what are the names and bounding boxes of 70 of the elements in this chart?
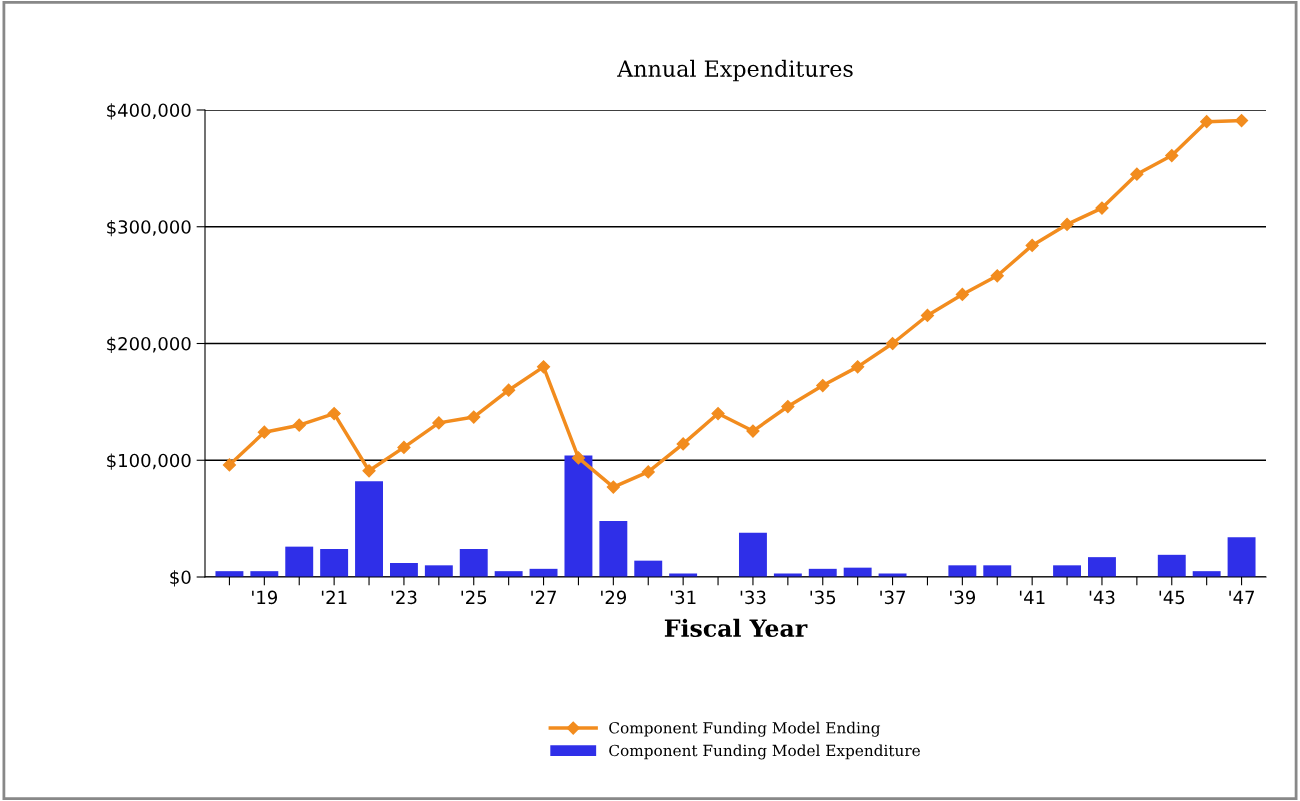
x-tick-label: '41 xyxy=(1019,590,1045,604)
point xyxy=(990,269,1004,283)
point xyxy=(746,424,760,438)
x-tick-label: '23 xyxy=(391,590,417,605)
bar xyxy=(599,520,628,577)
bar xyxy=(564,455,593,577)
point xyxy=(362,464,376,478)
bar xyxy=(1157,554,1186,577)
y-tick-label: $100,000 xyxy=(107,453,191,470)
point xyxy=(711,406,725,421)
point xyxy=(327,406,341,421)
bar xyxy=(634,560,663,577)
point xyxy=(432,416,446,430)
point xyxy=(222,458,237,472)
x-tick-label: '35 xyxy=(810,590,836,605)
point xyxy=(606,480,620,494)
x-axis-title: Fiscal Year xyxy=(664,618,808,638)
x-tick-label: '43 xyxy=(1089,590,1115,605)
point xyxy=(851,360,865,374)
bar xyxy=(1088,557,1116,577)
chart-title: Annual Expenditures xyxy=(617,59,853,82)
x-tick-label: '31 xyxy=(670,590,696,605)
x-tick-label: '25 xyxy=(461,590,487,605)
x-tick-label: '27 xyxy=(531,590,556,604)
x-tick-label: '37 xyxy=(880,590,905,605)
bar xyxy=(424,565,453,577)
x-tick-label: '19 xyxy=(252,590,278,605)
point xyxy=(1095,201,1109,215)
point xyxy=(1200,115,1214,129)
x-tick-label: '21 xyxy=(321,590,347,604)
point xyxy=(502,383,516,397)
point xyxy=(571,451,586,465)
x-tick-label: '29 xyxy=(601,590,627,605)
point xyxy=(536,360,551,374)
point xyxy=(1234,113,1249,128)
legend-label: Component Funding Model Expenditure xyxy=(609,744,920,760)
point xyxy=(641,465,655,479)
bar xyxy=(389,562,418,577)
point xyxy=(781,399,795,414)
bar xyxy=(983,565,1012,577)
bar xyxy=(1053,565,1082,577)
point xyxy=(1060,217,1074,232)
point xyxy=(885,336,900,351)
point xyxy=(467,410,481,424)
x-tick-label: '39 xyxy=(950,590,976,605)
point xyxy=(1165,148,1179,163)
point xyxy=(1130,167,1144,181)
point xyxy=(1025,238,1039,253)
bar xyxy=(459,548,488,577)
point xyxy=(292,418,306,432)
bar xyxy=(320,548,349,577)
point xyxy=(257,425,271,439)
bar xyxy=(948,565,977,577)
x-tick-label: '45 xyxy=(1159,590,1185,605)
y-tick-label: $300,000 xyxy=(107,219,191,237)
bar xyxy=(285,546,314,577)
point xyxy=(955,287,969,302)
x-tick-label: '33 xyxy=(740,590,766,605)
point xyxy=(397,440,411,454)
y-tick-label: $0 xyxy=(170,570,191,587)
legend-label: Component Funding Model Ending xyxy=(609,721,881,737)
point xyxy=(676,437,690,451)
x-tick-label: '47 xyxy=(1229,590,1254,604)
y-tick-label: $400,000 xyxy=(107,103,191,120)
bar xyxy=(738,532,767,577)
y-tick-label: $200,000 xyxy=(107,336,191,354)
bar xyxy=(355,481,383,577)
bar xyxy=(1227,537,1256,577)
point xyxy=(920,308,935,323)
point xyxy=(816,378,830,393)
